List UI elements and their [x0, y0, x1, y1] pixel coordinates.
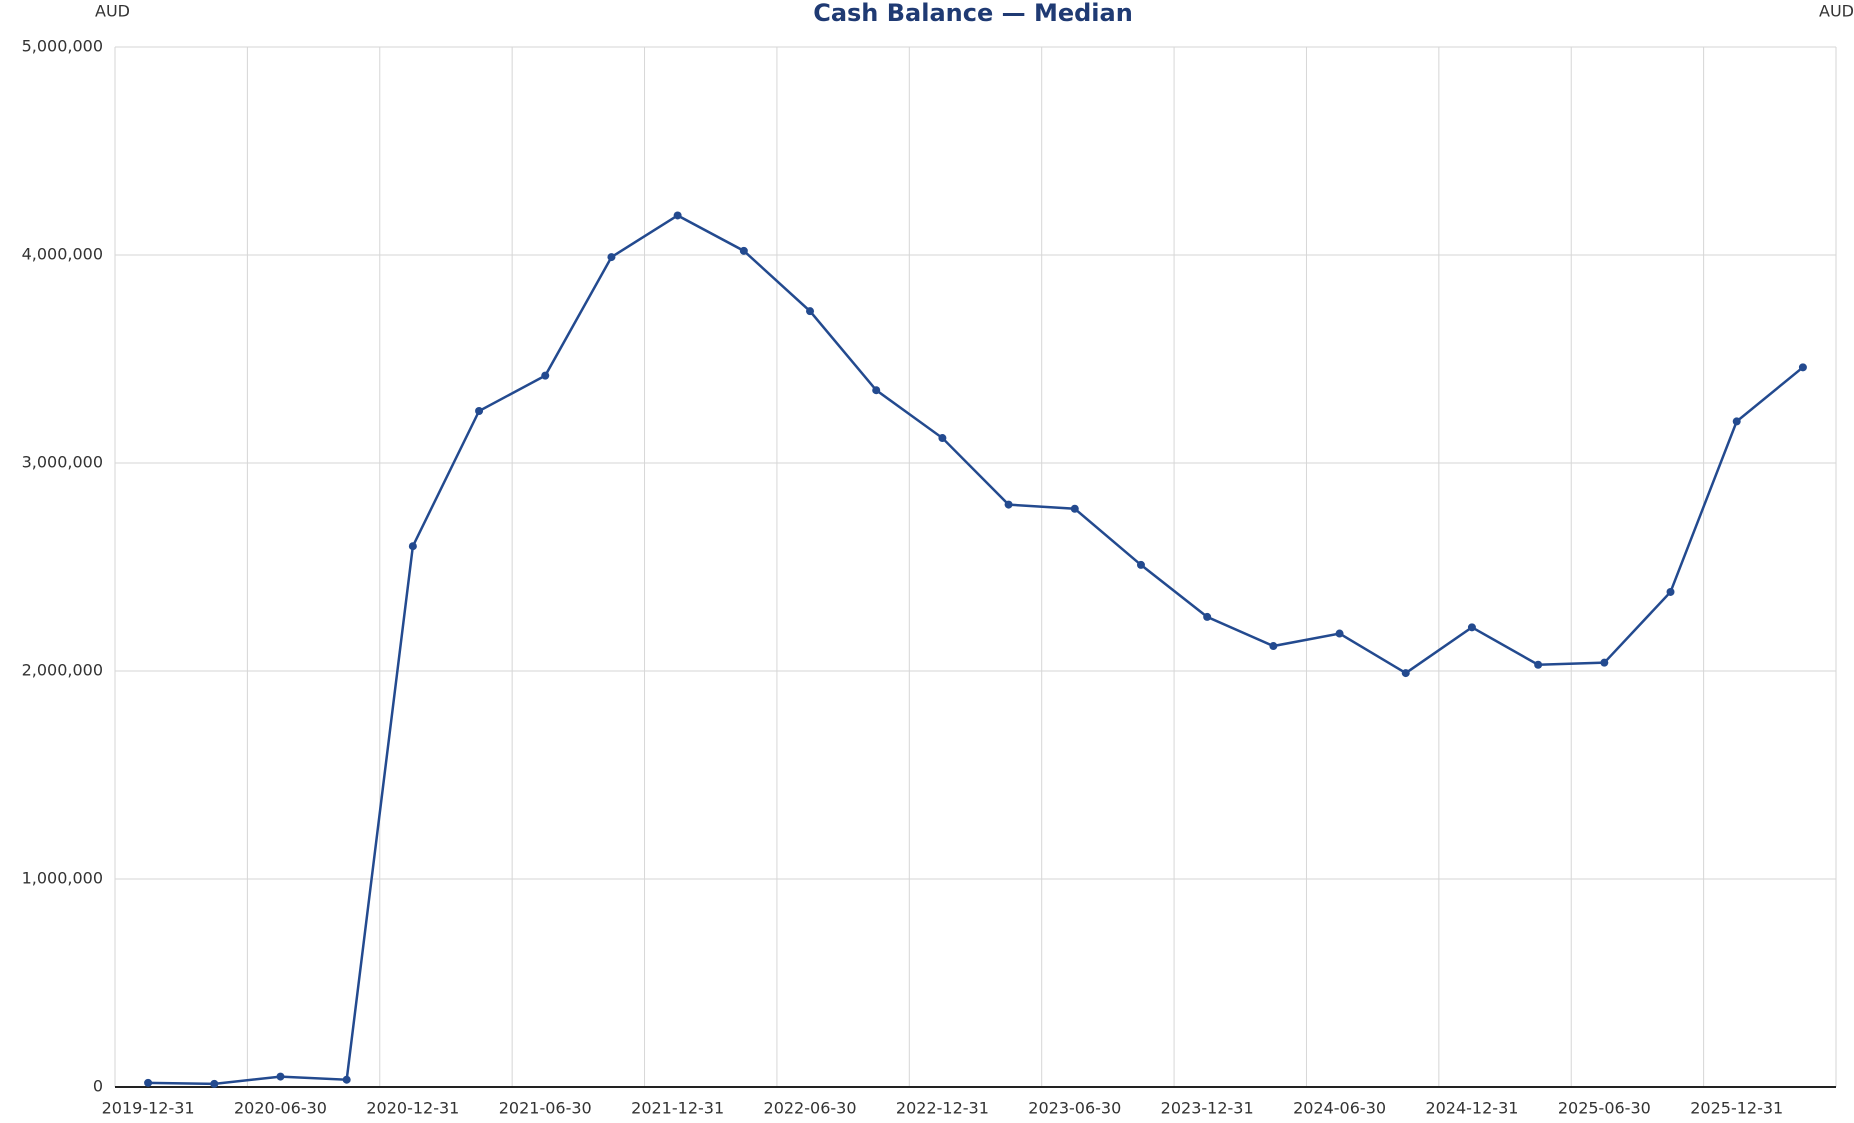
- data-point: [1269, 642, 1278, 651]
- data-point: [938, 434, 947, 443]
- y-tick-label: 1,000,000: [22, 869, 103, 888]
- data-point: [408, 542, 417, 551]
- data-point: [1467, 623, 1476, 632]
- data-point: [144, 1078, 153, 1087]
- data-point: [1335, 629, 1344, 638]
- x-tick-label: 2022-06-30: [764, 1099, 857, 1118]
- y-axis-label-right: AUD: [1819, 2, 1854, 21]
- x-tick-label: 2023-06-30: [1028, 1099, 1121, 1118]
- x-tick-label: 2021-06-30: [499, 1099, 592, 1118]
- data-point: [1401, 669, 1410, 678]
- x-tick-label: 2020-12-31: [366, 1099, 459, 1118]
- x-tick-label: 2019-12-31: [102, 1099, 195, 1118]
- data-point: [806, 307, 815, 316]
- data-point: [475, 407, 484, 415]
- y-axis-label: AUD: [95, 2, 130, 21]
- series-line: [148, 214, 1804, 1086]
- data-point: [210, 1079, 219, 1088]
- data-point: [1798, 363, 1807, 372]
- x-tick-label: 2021-12-31: [631, 1099, 724, 1118]
- data-point: [1534, 660, 1543, 669]
- x-tick-label: 2025-12-31: [1690, 1099, 1783, 1118]
- data-point: [872, 386, 881, 395]
- y-tick-label: 3,000,000: [22, 453, 103, 472]
- data-point: [1136, 560, 1145, 569]
- chart-title: Cash Balance — Median: [813, 0, 1133, 27]
- data-point: [1732, 417, 1741, 426]
- data-point: [1666, 587, 1675, 596]
- data-point: [1600, 658, 1609, 667]
- y-tick-label: 4,000,000: [22, 245, 103, 264]
- data-point: [276, 1072, 285, 1081]
- data-point: [1203, 612, 1212, 621]
- x-tick-label: 2022-12-31: [896, 1099, 989, 1118]
- y-tick-label: 2,000,000: [22, 661, 103, 680]
- x-tick-label: 2025-06-30: [1558, 1099, 1651, 1118]
- y-tick-label: 0: [93, 1077, 103, 1096]
- data-point: [541, 371, 550, 380]
- data-point: [607, 253, 616, 262]
- y-tick-label: 5,000,000: [22, 37, 103, 56]
- x-tick-label: 2020-06-30: [234, 1099, 327, 1118]
- data-point: [739, 246, 748, 255]
- data-point: [342, 1075, 351, 1084]
- data-point: [1004, 500, 1013, 509]
- x-tick-label: 2024-12-31: [1425, 1099, 1518, 1118]
- data-point: [673, 211, 682, 220]
- data-point: [1070, 504, 1079, 513]
- x-tick-label: 2023-12-31: [1161, 1099, 1254, 1118]
- x-tick-label: 2024-06-30: [1293, 1099, 1386, 1118]
